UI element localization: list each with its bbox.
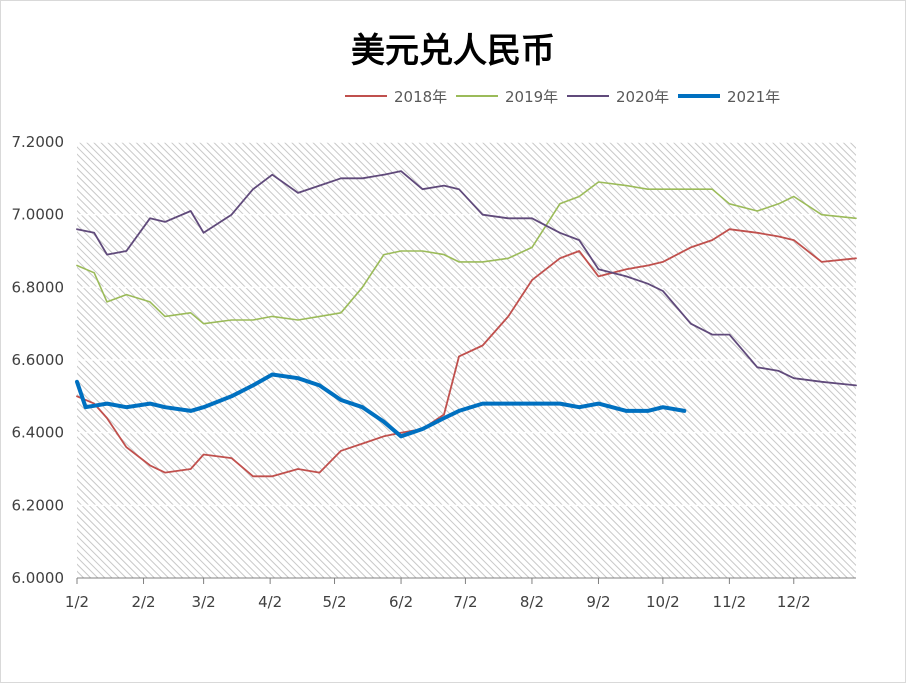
legend-item-2: 2019年 — [456, 88, 558, 106]
series-line-3 — [76, 170, 857, 387]
legend-label: 2019年 — [505, 88, 558, 106]
x-tick-label: 8/2 — [520, 593, 544, 611]
y-tick-label: 6.6000 — [12, 351, 65, 369]
legend-item-1: 2018年 — [345, 88, 447, 106]
axes: 6.0000 6.2000 6.4000 6.6000 6.8000 7.0000 7.20… — [12, 133, 856, 611]
y-tick-label: 6.8000 — [12, 278, 65, 296]
x-tick-label: 5/2 — [322, 593, 346, 611]
y-tick-label: 6.0000 — [12, 569, 65, 587]
x-tick-label: 11/2 — [713, 593, 747, 611]
series-line-2 — [76, 181, 857, 325]
x-tick-label: 3/2 — [192, 593, 216, 611]
series-line-4 — [75, 372, 687, 439]
legend: 2018年 2019年 2020年 2021年 — [345, 88, 780, 106]
legend-item-3: 2020年 — [567, 88, 669, 106]
series-line-1 — [76, 228, 857, 478]
x-tick-label: 4/2 — [258, 593, 282, 611]
legend-label: 2020年 — [616, 88, 669, 106]
legend-label: 2021年 — [727, 88, 780, 106]
y-tick-label: 6.4000 — [12, 424, 65, 442]
x-tick-label: 12/2 — [777, 593, 811, 611]
legend-item-4: 2021年 — [678, 88, 780, 106]
y-tick-label: 7.0000 — [12, 206, 65, 224]
x-tick-label: 6/2 — [389, 593, 413, 611]
x-tick-label: 1/2 — [65, 593, 89, 611]
y-tick-label: 6.2000 — [12, 496, 65, 514]
legend-label: 2018年 — [394, 88, 447, 106]
x-tick-label: 2/2 — [131, 593, 155, 611]
x-tick-label: 10/2 — [646, 593, 680, 611]
y-tick-label: 7.2000 — [12, 133, 65, 151]
series-group — [75, 170, 857, 478]
x-tick-label: 7/2 — [453, 593, 477, 611]
x-tick-label: 9/2 — [586, 593, 610, 611]
chart-title: 美元兑人民币 — [351, 31, 555, 71]
gridlines — [77, 141, 856, 507]
